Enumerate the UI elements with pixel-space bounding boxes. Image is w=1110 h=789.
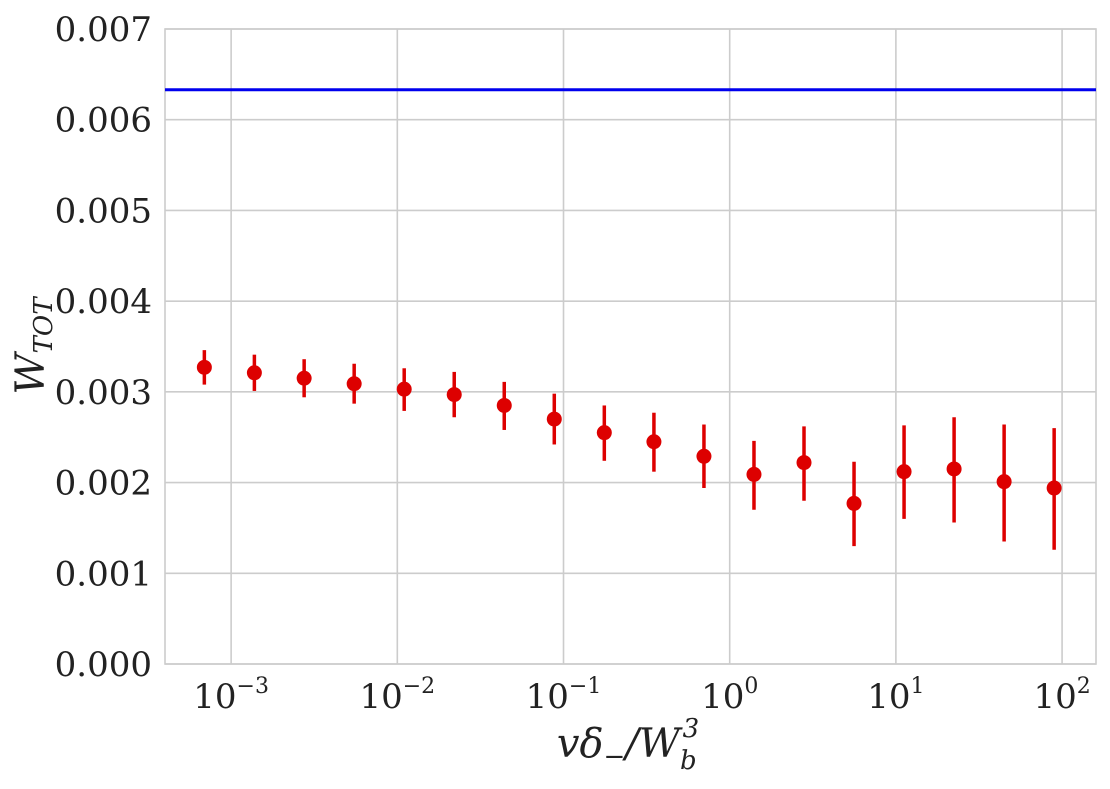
data-point <box>846 495 862 511</box>
y-axis-label: WTOT <box>8 296 59 395</box>
x-axis-label-sub: − <box>604 742 626 772</box>
y-tick-labels: 0.000 0.001 0.002 0.003 0.004 0.005 0.006 0.007 <box>55 10 152 685</box>
data-point <box>746 466 762 482</box>
x-tick-labels: 10−3 10−2 10−1 100 101 102 <box>193 674 1090 717</box>
y-tick-label: 0.001 <box>55 554 152 594</box>
data-point <box>246 365 262 381</box>
x-tick-label: 102 <box>1033 674 1090 717</box>
data-point <box>596 425 612 441</box>
data-point <box>1046 480 1062 496</box>
data-point <box>496 397 512 413</box>
y-tick-label: 0.003 <box>55 373 152 413</box>
x-axis-label: vδ−/Wb3 <box>557 714 699 776</box>
y-tick-label: 0.006 <box>55 101 152 141</box>
y-gridlines <box>165 28 1096 665</box>
y-tick-label: 0.004 <box>55 282 152 322</box>
data-point <box>296 370 312 386</box>
y-tick-label: 0.007 <box>55 10 152 50</box>
error-bars <box>202 350 1056 550</box>
x-tick-label: 10−3 <box>193 674 269 717</box>
data-points <box>196 359 1062 511</box>
y-tick-label: 0.000 <box>55 645 152 685</box>
y-tick-label: 0.002 <box>55 464 152 504</box>
data-point <box>646 434 662 450</box>
data-point <box>396 381 412 397</box>
y-tick-label: 0.005 <box>55 191 152 231</box>
data-point <box>346 376 362 392</box>
x-tick-label: 10−1 <box>526 674 602 717</box>
data-point <box>546 411 562 427</box>
data-point <box>696 448 712 464</box>
x-gridlines <box>230 29 1063 664</box>
y-axis-label-sub: TOT <box>29 296 59 354</box>
data-point <box>946 461 962 477</box>
data-point <box>196 359 212 375</box>
x-tick-label: 10−2 <box>359 674 435 717</box>
x-axis-label-slash: /W <box>621 721 682 767</box>
data-point <box>896 464 912 480</box>
plot-frame <box>164 28 1097 665</box>
x-tick-label: 100 <box>701 674 758 717</box>
data-point <box>996 474 1012 490</box>
x-tick-label: 101 <box>867 674 924 717</box>
data-point <box>446 387 462 403</box>
x-axis-label-sup2: 3 <box>683 714 700 744</box>
x-axis-label-sub2: b <box>680 746 697 776</box>
x-axis-label-main: vδ <box>557 721 604 767</box>
y-axis-label-main: W <box>8 351 54 395</box>
data-point <box>796 455 812 471</box>
